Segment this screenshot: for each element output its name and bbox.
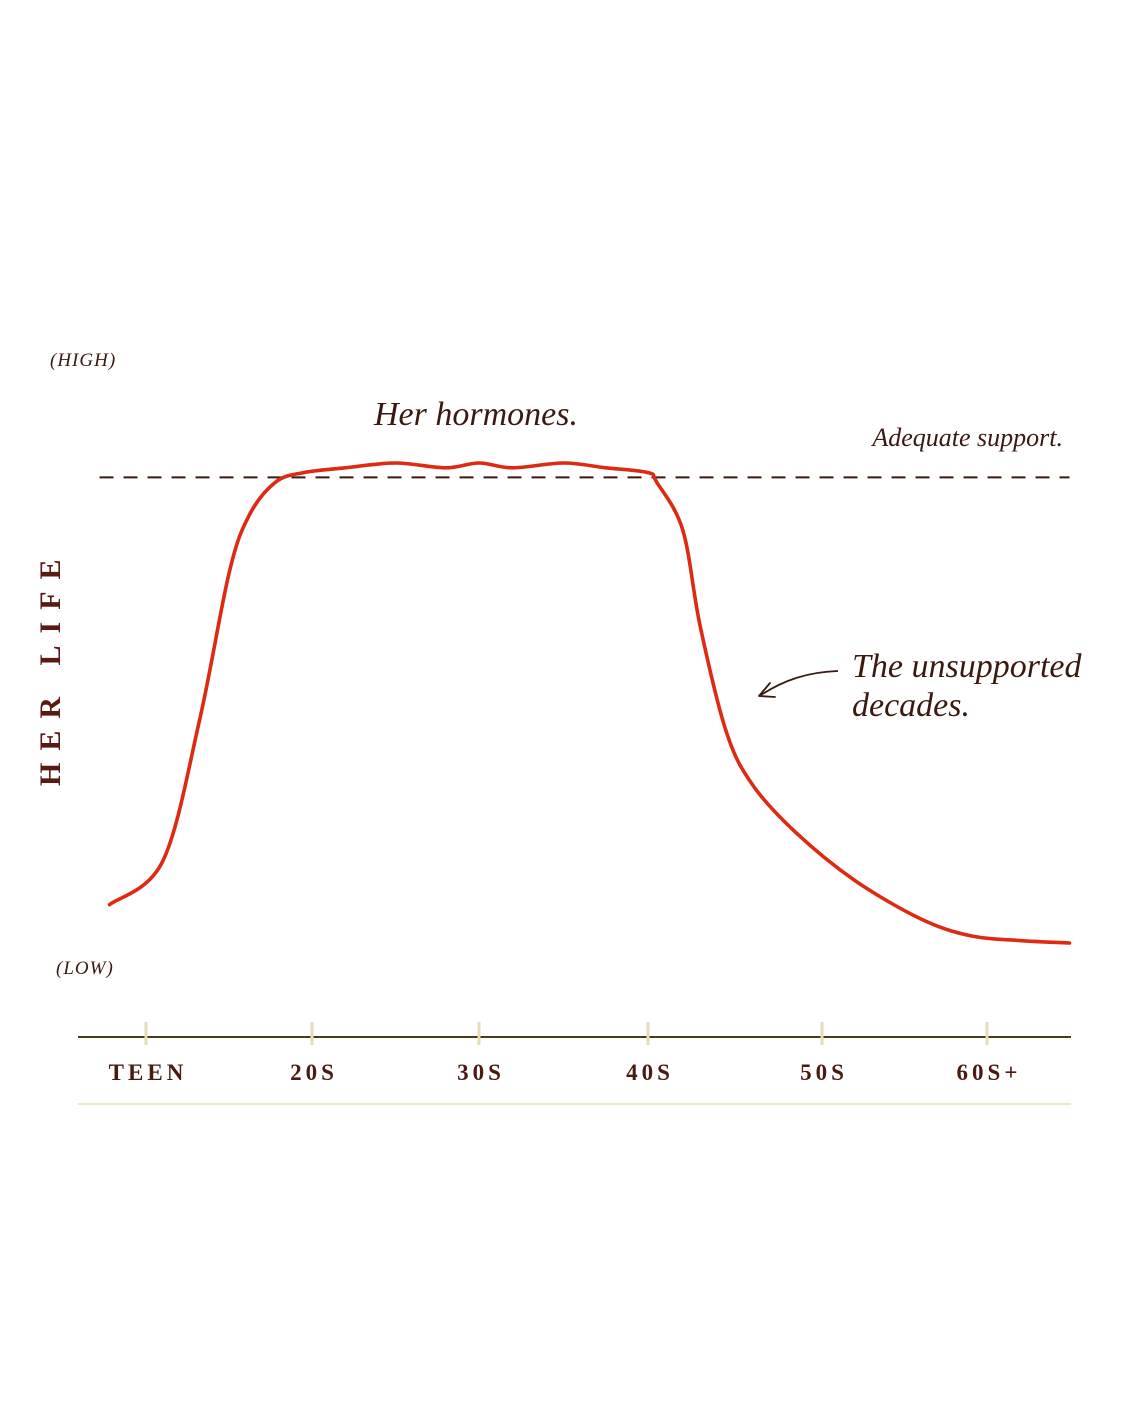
hormones-curve	[107, 461, 1072, 945]
y-low-label: (LOW)	[56, 958, 114, 979]
x-tick-label: 30S	[457, 1060, 505, 1085]
y-axis-label: HER LIFE	[34, 547, 67, 786]
x-tick-label: 20S	[290, 1060, 338, 1085]
x-tick-label: TEEN	[109, 1060, 188, 1085]
unsupported-annotation-line1: The unsupported	[852, 648, 1083, 685]
x-tick-label: 60S+	[957, 1060, 1022, 1085]
unsupported-annotation-line2: decades.	[852, 687, 970, 724]
hormones-series-label: Her hormones.	[373, 396, 578, 433]
annotation-arrow-head	[758, 682, 776, 698]
y-high-label: (HIGH)	[50, 350, 116, 371]
annotation-arrow-shaft	[760, 670, 839, 696]
series-layer	[99, 461, 1072, 945]
adequate-support-label: Adequate support.	[870, 423, 1063, 452]
x-tick-label: 40S	[626, 1060, 674, 1085]
x-ticks: TEEN 20S 30S 40S 50S 60S+	[109, 1022, 1022, 1085]
x-tick-label: 50S	[800, 1060, 848, 1085]
